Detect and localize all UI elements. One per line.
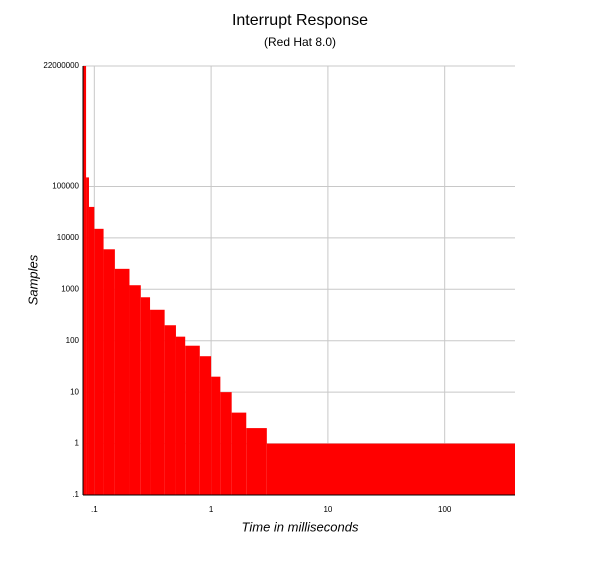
bar xyxy=(164,325,176,495)
y-axis-label: Samples xyxy=(25,254,40,305)
bar xyxy=(211,376,221,495)
x-axis-label: Time in milliseconds xyxy=(242,519,359,534)
bar xyxy=(199,356,212,495)
bar xyxy=(175,336,186,495)
bar xyxy=(266,443,515,495)
y-tick-label: 1000 xyxy=(61,284,79,293)
y-tick-label: 22000000 xyxy=(43,61,79,70)
chart-title: Interrupt Response xyxy=(232,12,368,29)
bar xyxy=(86,177,89,495)
y-tick-label: 1 xyxy=(75,439,80,448)
x-tick-label: .1 xyxy=(91,505,98,514)
x-tick-label: 1 xyxy=(209,505,214,514)
bar xyxy=(140,297,151,495)
bar xyxy=(220,392,232,495)
x-tick-label: 100 xyxy=(438,505,452,514)
bar xyxy=(231,412,247,495)
x-tick-label: 10 xyxy=(323,505,332,514)
bar xyxy=(94,228,104,496)
y-tick-label: 10 xyxy=(70,387,79,396)
bar xyxy=(185,345,200,495)
y-tick-label: 10000 xyxy=(57,233,80,242)
bar xyxy=(246,428,267,495)
y-tick-label: 100000 xyxy=(52,182,79,191)
bar xyxy=(83,66,87,495)
chart-subtitle: (Red Hat 8.0) xyxy=(264,35,336,49)
bar xyxy=(88,206,95,495)
y-tick-label: .1 xyxy=(72,490,79,499)
bar xyxy=(114,268,130,495)
bar xyxy=(129,285,141,495)
y-tick-label: 100 xyxy=(66,336,80,345)
bar xyxy=(103,249,115,495)
bar xyxy=(150,309,165,495)
